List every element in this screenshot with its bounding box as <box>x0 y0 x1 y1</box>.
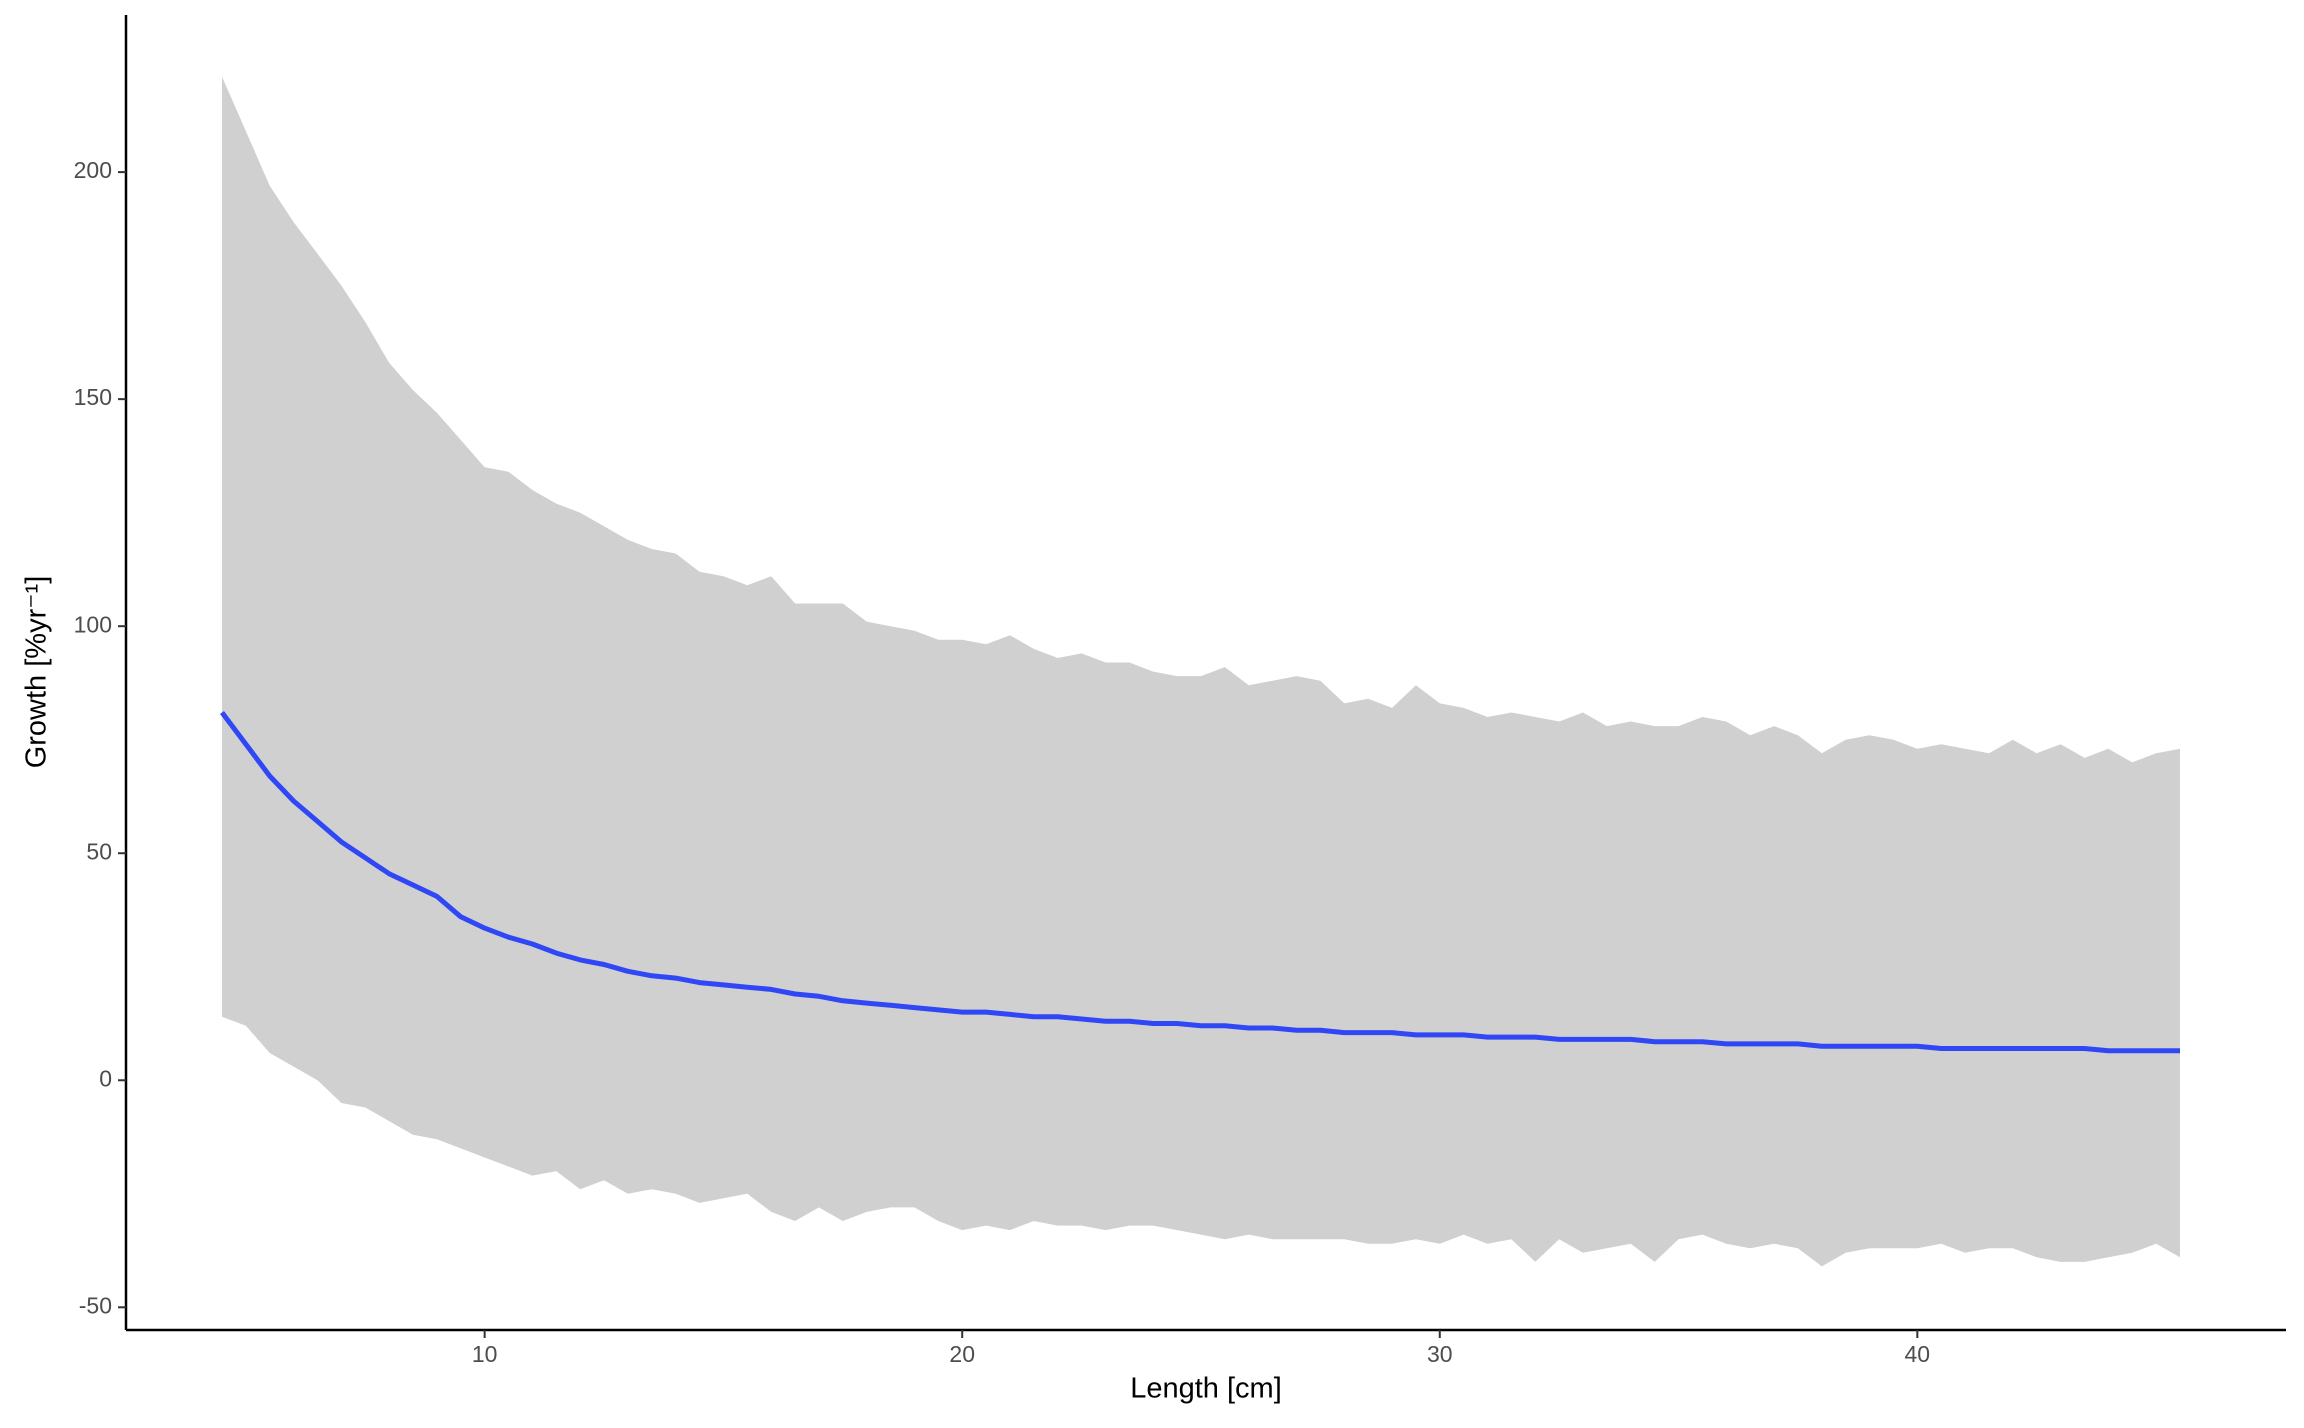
y-tick-label: 0 <box>99 1065 112 1091</box>
y-axis-title: Growth [%yr⁻¹] <box>21 576 53 769</box>
x-tick-label: 40 <box>1905 1341 1931 1367</box>
mean-line <box>220 710 2180 1054</box>
x-tick-label: 10 <box>472 1341 498 1367</box>
x-tick-label: 30 <box>1427 1341 1453 1367</box>
y-tick-label: 50 <box>86 838 112 864</box>
y-tick-label: -50 <box>79 1292 112 1318</box>
x-axis-title: Length [cm] <box>1130 1373 1282 1405</box>
y-tick-label: 200 <box>74 157 112 183</box>
confidence-band <box>222 76 2180 1267</box>
x-tick-label: 20 <box>949 1341 975 1367</box>
y-tick-label: 150 <box>74 384 112 410</box>
y-tick-label: 100 <box>74 611 112 637</box>
